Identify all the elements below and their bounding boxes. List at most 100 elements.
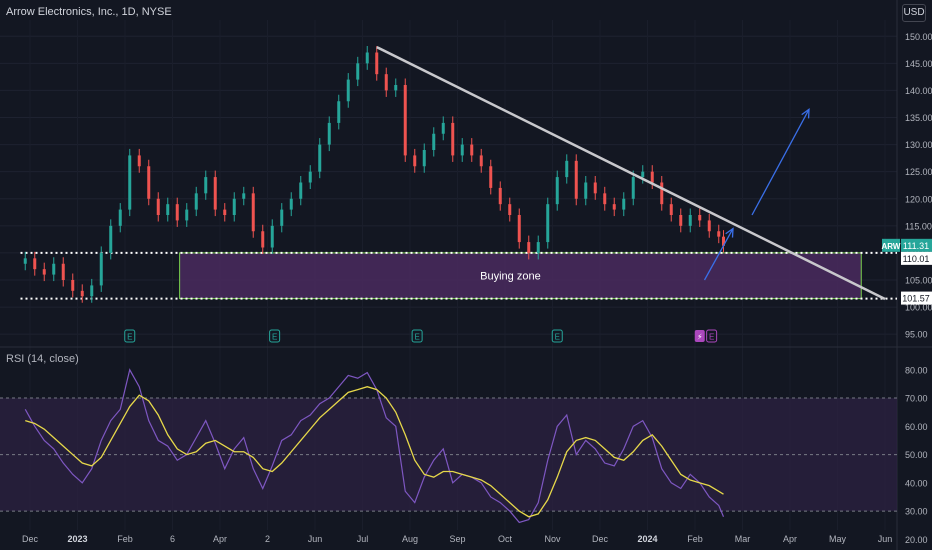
- candle-body: [175, 204, 179, 221]
- candle-body: [451, 122, 455, 156]
- time-tick-label: Feb: [117, 534, 133, 544]
- candle-body: [61, 263, 65, 280]
- currency-button[interactable]: USD: [902, 4, 926, 22]
- candle-body: [679, 215, 683, 226]
- candle-body: [251, 193, 255, 232]
- symbol-tag-bg: [882, 238, 900, 252]
- candle-body: [118, 209, 122, 226]
- candle-body: [555, 177, 559, 205]
- rsi-indicator-label[interactable]: RSI (14, close): [6, 353, 79, 365]
- candle-body: [194, 193, 198, 210]
- candle-body: [204, 177, 208, 194]
- candle-body: [517, 215, 521, 243]
- rsi-tick-label: 70.00: [905, 394, 928, 404]
- time-tick-label: Nov: [544, 534, 561, 544]
- time-tick-label: Oct: [498, 534, 513, 544]
- candle-body: [403, 85, 407, 156]
- rsi-tick-label: 20.00: [905, 535, 928, 545]
- price-tick-label: 130.00: [905, 140, 932, 150]
- candle-body: [80, 290, 84, 297]
- time-tick-label: Aug: [402, 534, 418, 544]
- buying-zone-layer: Buying zone: [20, 251, 897, 300]
- buying-zone-label: Buying zone: [480, 271, 541, 283]
- candle-body: [508, 204, 512, 215]
- zone-top-label: 110.01: [903, 254, 930, 264]
- candle-body: [99, 252, 103, 286]
- candle-body: [631, 177, 635, 199]
- candle-body: [318, 144, 322, 172]
- candle-body: [365, 52, 369, 64]
- candle-body: [603, 193, 607, 205]
- candle-body: [574, 160, 578, 199]
- candle-body: [650, 171, 654, 183]
- price-tick-label: 135.00: [905, 113, 932, 123]
- rsi-tick-label: 60.00: [905, 422, 928, 432]
- symbol-title[interactable]: Arrow Electronics, Inc., 1D, NYSE: [6, 6, 172, 18]
- time-tick-label: 2: [265, 534, 270, 544]
- price-tick-label: 105.00: [905, 276, 932, 286]
- zone-top-bg: [901, 251, 932, 265]
- last-price-label: 111.31: [903, 241, 929, 251]
- time-tick-label: Jul: [357, 534, 369, 544]
- candle-body: [42, 269, 46, 275]
- price-candles: [23, 46, 725, 303]
- earnings-marker: E: [272, 333, 277, 342]
- axes-layer: 95.00100.00105.00110.00115.00120.00125.0…: [22, 32, 932, 545]
- rsi-tick-label: 50.00: [905, 450, 928, 460]
- price-tick-label: 140.00: [905, 86, 932, 96]
- candle-body: [346, 79, 350, 102]
- candle-body: [147, 166, 151, 199]
- earnings-marker: E: [414, 333, 419, 342]
- zone-bottom-bg: [901, 291, 932, 305]
- rsi-ma-line: [25, 386, 724, 518]
- arrow-up-small: [703, 228, 734, 281]
- event-markers: E E E E E ⚡: [124, 329, 718, 343]
- candle-body: [356, 63, 360, 80]
- earnings-marker: E: [555, 333, 560, 342]
- candle-body: [432, 133, 436, 150]
- time-tick-label: Mar: [735, 534, 751, 544]
- candle-body: [669, 204, 673, 215]
- candle-body: [337, 101, 341, 123]
- candle-body: [384, 74, 388, 91]
- price-tick-label: 95.00: [905, 330, 928, 340]
- candle-body: [270, 225, 274, 248]
- candle-body: [52, 263, 56, 275]
- candle-body: [622, 198, 626, 210]
- candle-body: [156, 198, 160, 215]
- candle-body: [546, 204, 550, 243]
- price-tick-label: 125.00: [905, 167, 932, 177]
- earnings-marker-box: [411, 329, 423, 343]
- candle-body: [612, 204, 616, 210]
- arrow-up-large: [751, 109, 810, 216]
- time-tick-label: Sep: [449, 534, 465, 544]
- candle-body: [375, 52, 379, 75]
- candle-body: [584, 182, 588, 199]
- rsi-tick-label: 40.00: [905, 478, 928, 488]
- zone-bottom-label: 101.57: [902, 294, 930, 304]
- candle-body: [128, 155, 132, 210]
- candle-body: [441, 122, 445, 134]
- candle-body: [641, 171, 645, 178]
- candle-body: [213, 177, 217, 210]
- time-tick-label: May: [829, 534, 847, 544]
- earnings-marker-box: [124, 329, 136, 343]
- drawings-layer: [376, 45, 886, 301]
- candle-body: [527, 242, 531, 253]
- candle-body: [90, 285, 94, 297]
- time-tick-label: 6: [170, 534, 175, 544]
- arrow-up-small-head: [725, 227, 734, 238]
- candle-body: [137, 155, 141, 167]
- earnings-marker-box: [551, 329, 563, 343]
- last-price-bg: [901, 238, 932, 252]
- candle-body: [289, 198, 293, 210]
- candle-body: [109, 225, 113, 253]
- candle-body: [422, 150, 426, 167]
- candle-body: [698, 215, 702, 221]
- candle-body: [536, 242, 540, 253]
- time-tick-label: Apr: [783, 534, 797, 544]
- price-tick-label: 115.00: [905, 221, 932, 231]
- earnings-marker-box: [706, 329, 718, 343]
- candle-body: [565, 160, 569, 178]
